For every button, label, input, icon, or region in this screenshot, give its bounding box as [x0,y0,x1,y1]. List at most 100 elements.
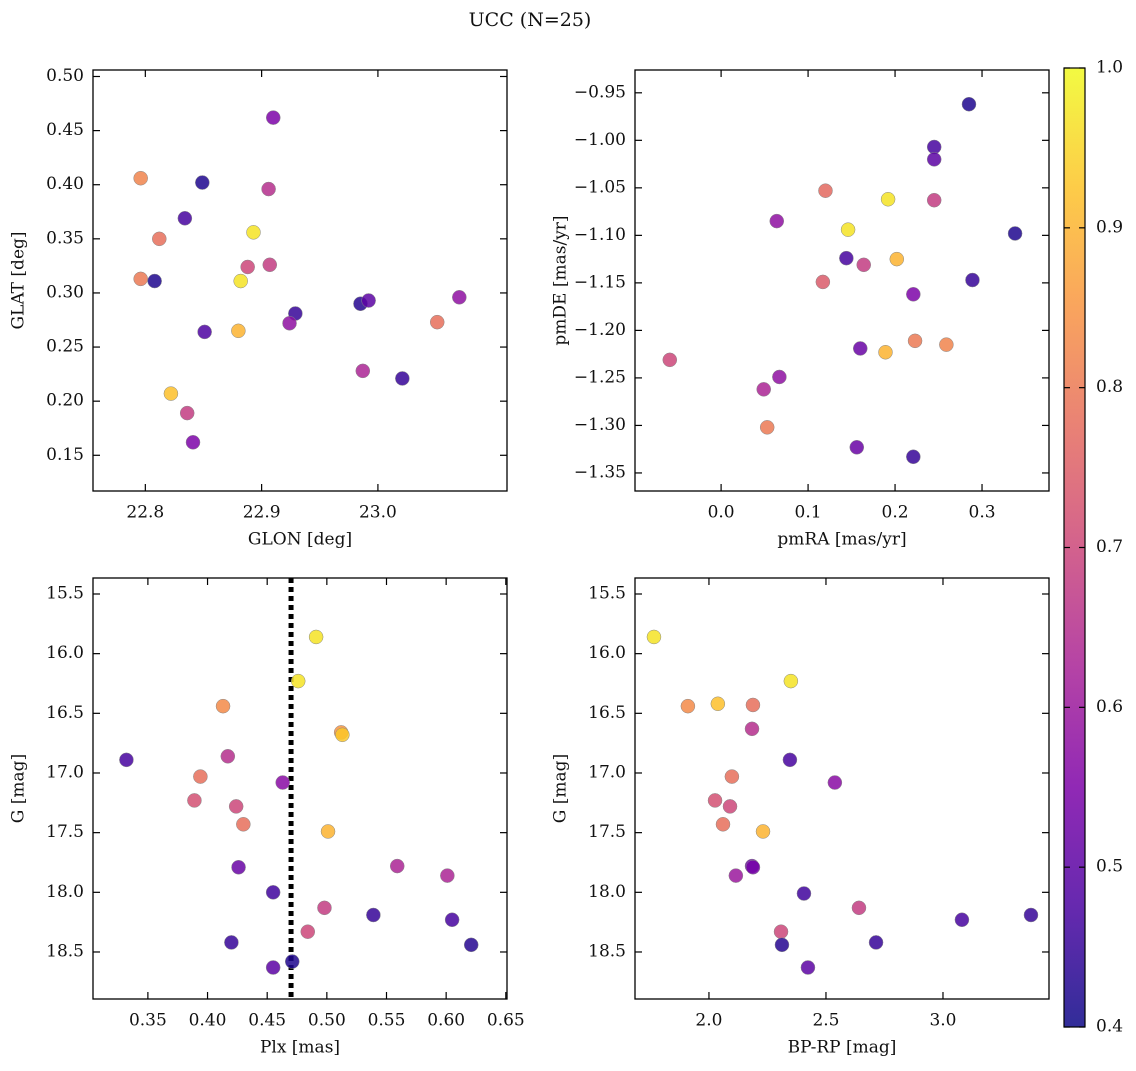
point [745,860,761,875]
point [187,793,202,808]
x-tick-label: 0.45 [248,1011,286,1031]
point [389,858,405,874]
point [282,315,297,331]
point [1007,226,1023,241]
point [246,225,261,240]
point [707,793,723,808]
point [769,213,785,229]
y-tick-label: 16.5 [588,703,626,723]
x-axis-label: BP-RP [mag] [788,1038,897,1058]
point [463,937,479,953]
x-tick-label: 23.0 [359,503,397,523]
x-tick-label: 0.35 [129,1011,167,1031]
point [185,435,201,450]
y-tick-label: 16.5 [46,703,84,723]
point [395,371,410,386]
point [163,386,179,401]
x-axis-label: pmRA [mas/yr] [777,530,906,550]
point [849,440,865,455]
point [827,775,843,790]
axes-frame [92,577,508,1000]
y-tick-label: −1.35 [574,462,626,482]
x-tick-label: 3.0 [929,1011,956,1031]
y-tick-label: −1.30 [574,415,626,435]
x-axis-label: GLON [deg] [248,530,352,550]
y-tick-label: −1.05 [574,177,626,197]
point [772,369,787,385]
point [240,259,255,275]
point [429,314,445,330]
y-tick-label: −0.95 [574,82,626,102]
point [366,907,381,923]
point [275,775,290,790]
x-tick-label: 0.55 [368,1011,406,1031]
point [800,960,816,975]
y-tick-label: 17.0 [588,762,626,782]
point [926,192,942,208]
point [308,629,324,645]
point [961,96,977,112]
point [265,960,281,975]
y-axis-label: G [mag] [551,754,571,823]
x-tick-label: 22.8 [126,503,164,523]
point [261,181,276,197]
point [179,405,195,421]
point [773,924,789,939]
colorbar-tick-label: 0.6 [1096,697,1123,717]
y-tick-label: 15.5 [588,583,626,603]
x-tick-label: 0.2 [882,503,909,523]
colorbar-tick-label: 0.4 [1096,1017,1123,1037]
point [231,860,246,875]
y-tick-label: 0.50 [46,66,84,86]
x-tick-label: 0.0 [708,503,735,523]
point [662,352,678,368]
point [133,170,148,186]
y-tick-label: −1.20 [574,320,626,340]
point [774,937,790,953]
point [756,382,771,397]
y-axis-label: G [mag] [9,754,29,823]
y-tick-label: 16.0 [46,643,84,663]
point [853,341,868,356]
y-tick-label: 0.35 [46,228,84,248]
y-axis-label: GLAT [deg] [9,231,29,329]
point [452,290,467,305]
point [783,673,799,689]
point [220,749,236,764]
x-tick-label: 22.9 [243,503,281,523]
point [728,868,744,883]
axes-frame [92,69,508,492]
y-tick-label: 0.45 [46,120,84,140]
point [262,257,278,273]
y-tick-label: −1.00 [574,130,626,150]
y-tick-label: −1.25 [574,367,626,387]
point [851,900,867,916]
x-tick-label: 0.40 [189,1011,227,1031]
y-tick-label: 0.30 [46,282,84,302]
y-tick-label: 17.5 [46,822,84,842]
x-axis-label: Plx [mas] [260,1038,340,1058]
point [233,273,248,289]
point [440,868,455,883]
point [284,954,300,969]
colorbar-tick-label: 0.8 [1096,377,1123,397]
point [906,287,921,302]
point [320,824,336,839]
point [177,211,193,226]
point [680,698,696,714]
y-tick-label: 18.5 [588,941,626,961]
point [197,324,212,340]
point [926,152,942,167]
point [361,293,376,308]
point [224,935,239,950]
point [907,333,923,349]
axes-frame [634,69,1050,492]
x-tick-label: 0.65 [487,1011,525,1031]
y-tick-label: 0.25 [46,337,84,357]
colorbar-tick-label: 0.9 [1096,217,1123,237]
y-axis-label: pmDE [mas/yr] [551,215,571,345]
point [744,721,760,737]
axes-frame [634,577,1050,1000]
point [939,337,954,352]
